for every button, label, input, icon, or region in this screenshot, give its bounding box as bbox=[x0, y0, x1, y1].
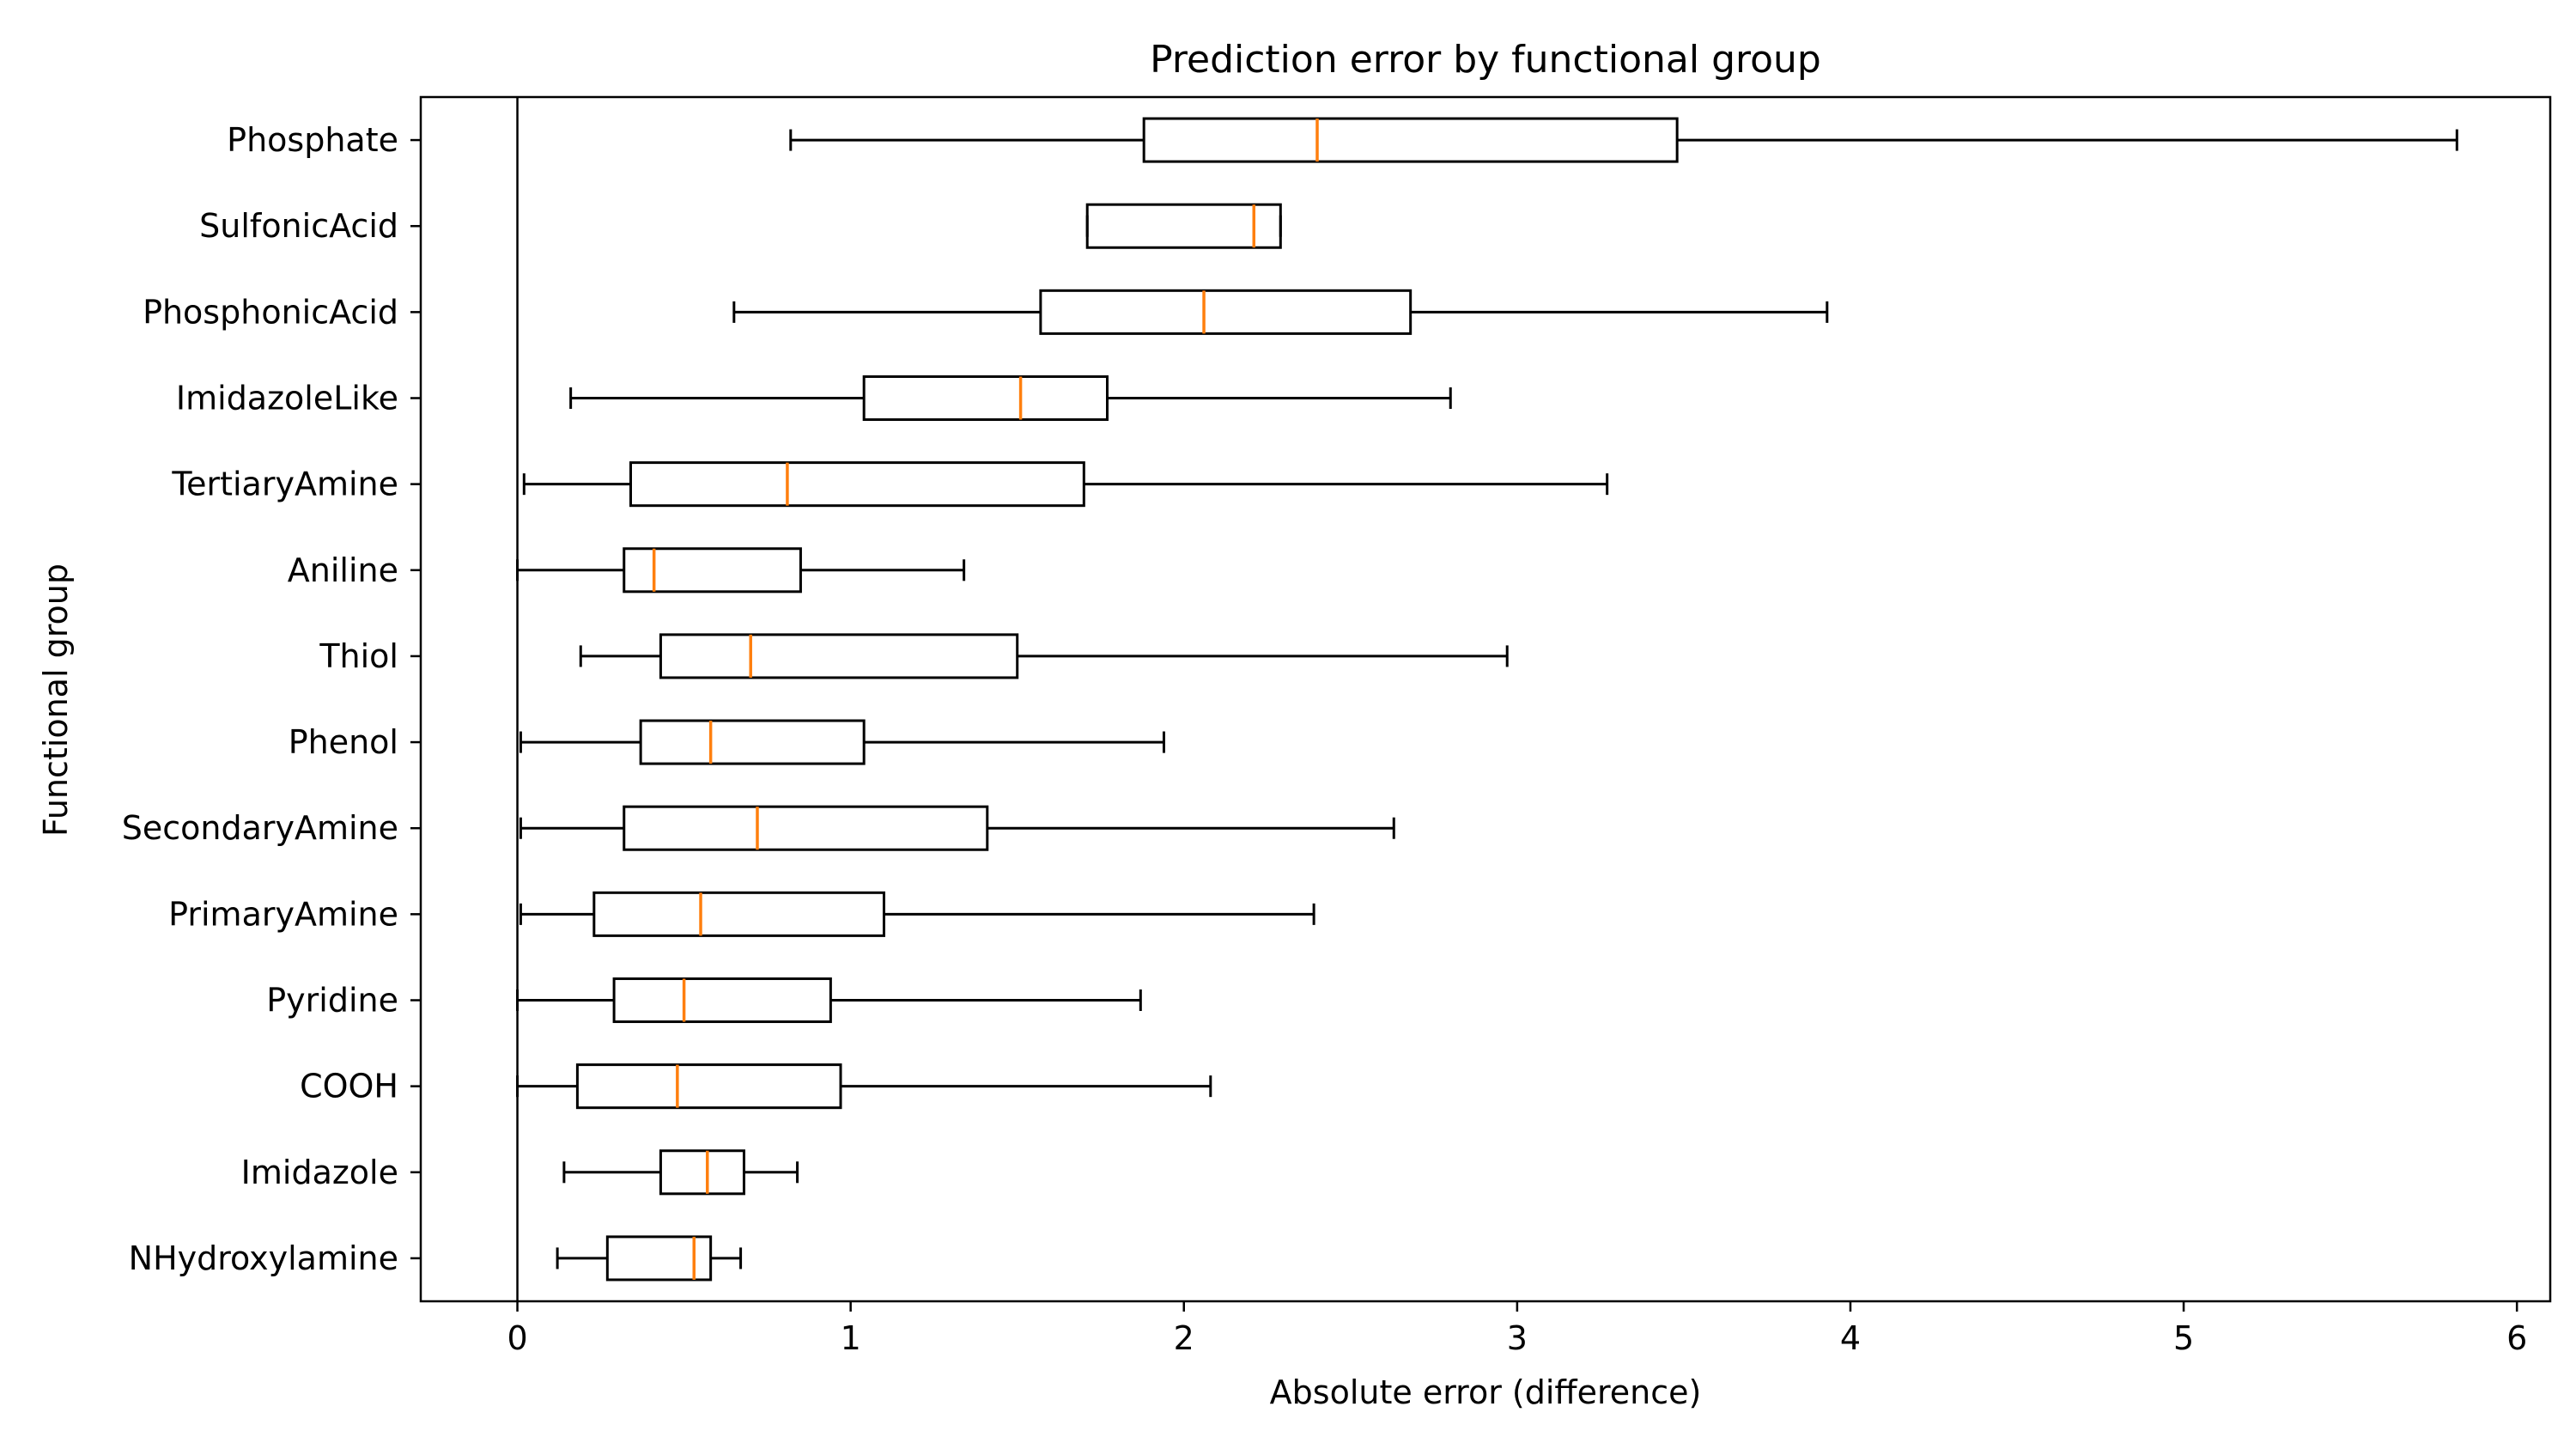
box-pyridine bbox=[612, 977, 832, 1024]
y-tick-label-sulfonicacid: SulfonicAcid bbox=[199, 207, 398, 245]
y-tick-label-imidazolelike: ImidazoleLike bbox=[176, 380, 398, 417]
y-tick-label-nhydroxylamine: NHydroxylamine bbox=[129, 1239, 398, 1277]
x-tick-label-3: 3 bbox=[1507, 1319, 1528, 1357]
box-phosphonicacid bbox=[1039, 289, 1413, 335]
box-imidazole bbox=[659, 1149, 745, 1196]
plot-area: Phosphate SulfonicAcid PhosphonicAcid Imida… bbox=[122, 95, 2552, 1357]
y-tick-label-phosphate: Phosphate bbox=[227, 121, 398, 159]
box-imidazolelike bbox=[862, 374, 1109, 422]
y-tick-label-phenol: Phenol bbox=[289, 723, 398, 761]
x-axis-label: Absolute error (difference) bbox=[1270, 1373, 1702, 1411]
box-sulfonicacid bbox=[1085, 203, 1282, 249]
x-tick-label-6: 6 bbox=[2506, 1319, 2527, 1357]
box-primaryamine bbox=[592, 891, 885, 937]
plot-frame bbox=[419, 95, 2552, 1303]
box-aniline bbox=[623, 547, 802, 594]
y-tick-label-pyridine: Pyridine bbox=[266, 982, 398, 1020]
box-cooh bbox=[575, 1063, 842, 1110]
y-tick-label-primaryamine: PrimaryAmine bbox=[168, 895, 398, 933]
y-tick-label-tertiaryamine: TertiaryAmine bbox=[171, 466, 398, 503]
x-tick-label-1: 1 bbox=[841, 1319, 861, 1357]
y-tick-label-cooh: COOH bbox=[300, 1068, 398, 1105]
box-thiol bbox=[659, 633, 1019, 679]
box-phosphate bbox=[1142, 117, 1679, 163]
y-tick-label-phosphonicacid: PhosphonicAcid bbox=[143, 293, 398, 331]
y-tick-label-thiol: Thiol bbox=[319, 637, 398, 675]
box-phenol bbox=[639, 719, 866, 765]
box-tertiaryamine bbox=[629, 461, 1085, 508]
x-tick-label-0: 0 bbox=[507, 1319, 527, 1357]
x-tick-label-2: 2 bbox=[1174, 1319, 1194, 1357]
y-tick-label-secondaryamine: SecondaryAmine bbox=[122, 809, 398, 847]
y-tick-label-imidazole: Imidazole bbox=[241, 1154, 398, 1191]
y-axis-label: Functional group bbox=[37, 563, 75, 837]
x-tick-label-4: 4 bbox=[1840, 1319, 1861, 1357]
box-secondaryamine bbox=[623, 805, 989, 851]
box-nhydroxylamine bbox=[605, 1235, 713, 1282]
x-tick-label-5: 5 bbox=[2173, 1319, 2194, 1357]
y-tick-label-aniline: Aniline bbox=[288, 551, 398, 589]
chart-title: Prediction error by functional group bbox=[1150, 38, 1821, 82]
